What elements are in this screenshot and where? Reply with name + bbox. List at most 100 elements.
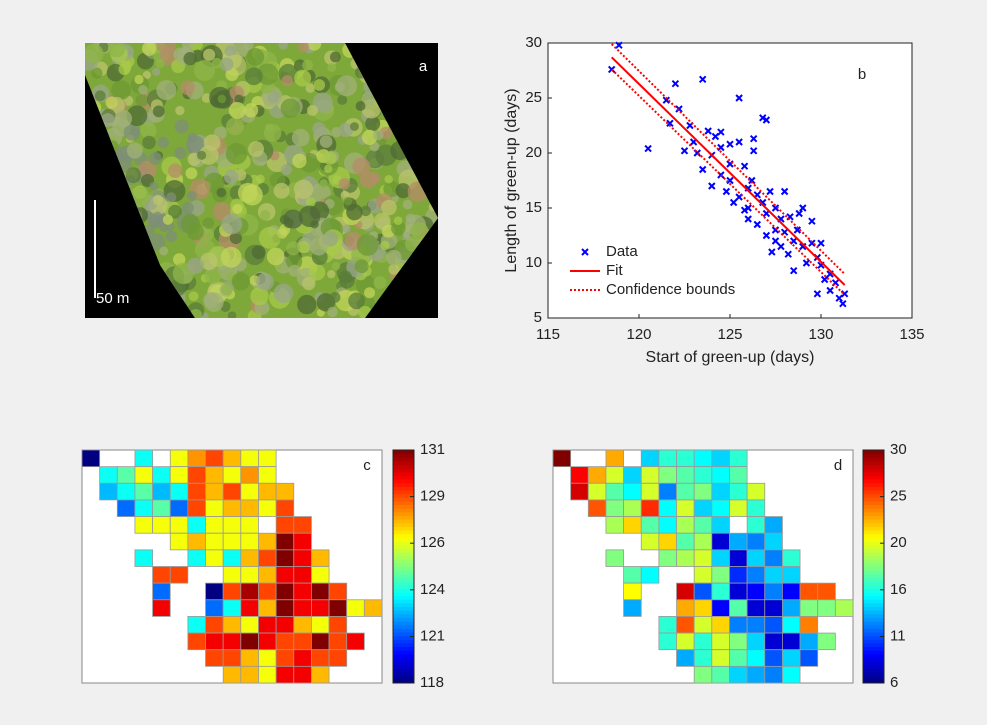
cell	[623, 482, 642, 501]
cell	[729, 566, 748, 584]
cell	[729, 599, 748, 617]
cell	[187, 466, 206, 484]
colorbar-step	[863, 493, 884, 498]
cell	[605, 449, 624, 468]
data-point	[717, 143, 725, 152]
colorbar-step	[863, 664, 884, 669]
tree-crown	[223, 169, 239, 185]
cell	[222, 616, 242, 634]
cell	[205, 599, 224, 617]
data-point	[671, 79, 680, 88]
cell	[729, 632, 748, 651]
cell	[258, 499, 277, 517]
colorbar-step	[863, 475, 884, 480]
tree-crown	[211, 57, 223, 69]
tree-crown	[232, 203, 243, 215]
cell	[693, 616, 713, 634]
tree-crown	[216, 187, 227, 198]
tree-crown	[343, 196, 353, 206]
tree-crown	[228, 101, 246, 119]
tree-crown	[348, 292, 365, 310]
tree-crown	[107, 43, 126, 58]
colorbar-step	[863, 628, 884, 633]
colorbar-step	[393, 577, 414, 582]
colorbar-step	[863, 632, 884, 637]
tree-crown	[175, 105, 185, 116]
cell	[605, 516, 624, 534]
colorbar-step	[393, 621, 414, 626]
cell	[205, 532, 224, 551]
data-point	[839, 299, 847, 308]
tree-crown	[181, 201, 194, 215]
cell	[205, 516, 224, 534]
tree-crown	[243, 43, 254, 51]
tree-crown	[157, 136, 169, 149]
colorbar-step	[393, 653, 414, 659]
colorbar-step	[393, 479, 414, 484]
tree-crown	[307, 43, 322, 51]
tree-crown	[251, 245, 266, 260]
colorbar-step	[393, 599, 414, 604]
colorbar-step	[863, 526, 884, 531]
data-point	[799, 204, 807, 212]
tree-crown	[152, 67, 161, 76]
cell	[552, 449, 572, 468]
tree-crown	[226, 117, 244, 136]
data-point	[726, 176, 734, 185]
colorbar-step	[863, 617, 884, 622]
tree-crown	[148, 152, 162, 165]
colorbar-step	[393, 570, 414, 575]
tree-crown	[393, 216, 403, 225]
cell	[658, 516, 677, 534]
tree-crown	[338, 178, 351, 190]
tree-crown	[227, 311, 237, 318]
colorbar-step	[393, 508, 414, 513]
cell	[729, 549, 748, 567]
colorbar-step	[863, 522, 884, 527]
cell	[711, 632, 730, 651]
colorbar-step	[393, 460, 414, 466]
cell	[658, 532, 677, 551]
tree-crown	[280, 98, 301, 119]
colorbar-step	[393, 526, 414, 531]
tree-crown	[338, 270, 353, 284]
data-point	[817, 239, 825, 247]
data-point	[789, 266, 798, 275]
tree-crown	[118, 63, 131, 76]
data-point	[615, 41, 623, 49]
cell	[817, 582, 836, 601]
cell	[205, 649, 224, 667]
colorbar-step	[863, 624, 884, 629]
colorbar-step	[863, 460, 884, 466]
cell	[605, 499, 624, 517]
cell	[658, 482, 677, 501]
colorbar-step	[863, 486, 884, 491]
data-point	[759, 198, 767, 207]
tree-crown	[267, 91, 279, 104]
tree-crown	[395, 183, 411, 199]
colorbar-step	[393, 617, 414, 622]
cell	[782, 665, 801, 684]
legend-symbol	[581, 248, 589, 256]
cell	[311, 582, 330, 601]
cell	[799, 582, 819, 601]
colorbar-step	[393, 511, 414, 517]
tree-crown	[125, 167, 142, 184]
data-point	[698, 165, 707, 174]
colorbar-step	[863, 595, 884, 600]
data-point	[744, 184, 752, 192]
cell	[711, 449, 730, 468]
colorbar-tick-label: 121	[420, 627, 445, 644]
cell	[587, 482, 607, 501]
colorbar-tick-label: 129	[420, 488, 445, 505]
data-point	[777, 242, 785, 251]
cell	[222, 566, 242, 584]
cell	[570, 466, 589, 484]
cell	[258, 599, 277, 617]
tree-crown	[307, 104, 318, 116]
cell	[99, 466, 118, 484]
tree-crown	[350, 122, 359, 131]
y-tick-label: 30	[525, 34, 542, 51]
colorbar-step	[393, 548, 414, 553]
tree-crown	[187, 132, 198, 144]
